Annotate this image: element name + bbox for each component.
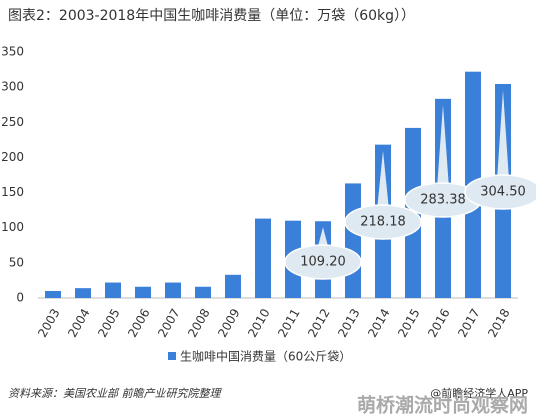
- x-tick-label: 2005: [95, 306, 122, 339]
- bar: [75, 288, 91, 298]
- x-tick-label: 2013: [335, 306, 362, 339]
- x-tick-label: 2009: [215, 306, 242, 339]
- bar: [135, 286, 151, 298]
- x-tick-label: 2012: [305, 306, 332, 339]
- y-tick-label: 0: [16, 291, 24, 305]
- x-tick-label: 2003: [35, 306, 62, 339]
- x-tick-label: 2010: [245, 306, 272, 339]
- y-tick-label: 200: [1, 150, 24, 164]
- x-tick-label: 2017: [455, 306, 482, 339]
- x-tick-label: 2016: [425, 306, 452, 339]
- x-tick-label: 2004: [65, 306, 92, 339]
- x-tick-label: 2007: [155, 306, 182, 339]
- bar: [255, 218, 271, 298]
- y-tick-label: 50: [9, 255, 24, 269]
- chart-title: 图表2：2003-2018年中国生咖啡消费量（单位：万袋（60kg））: [8, 8, 415, 24]
- value-label: 109.20: [300, 255, 346, 270]
- bar: [165, 282, 181, 298]
- bar: [225, 274, 241, 298]
- legend-swatch: [168, 352, 176, 360]
- y-tick-label: 300: [1, 80, 24, 94]
- x-tick-label: 2014: [365, 306, 392, 339]
- callout-tail: [377, 150, 389, 210]
- value-label: 304.50: [480, 185, 526, 200]
- value-label: 218.18: [360, 215, 406, 230]
- bar: [195, 286, 211, 298]
- y-tick-label: 100: [1, 220, 24, 234]
- callout: [284, 244, 362, 280]
- callout: [344, 204, 422, 240]
- legend-label: 生咖啡中国消费量（60公斤袋）: [180, 349, 351, 364]
- watermark: 萌桥潮流时尚观察网: [357, 394, 528, 416]
- x-tick-label: 2006: [125, 306, 152, 339]
- x-tick-label: 2018: [485, 306, 512, 339]
- callout: [464, 174, 536, 210]
- y-tick-label: 350: [1, 45, 24, 59]
- callout-tail: [437, 104, 449, 188]
- callout-tail: [497, 89, 509, 180]
- source: 资料来源：美国农业部 前瞻产业研究院整理: [8, 387, 222, 400]
- y-tick-label: 250: [1, 115, 24, 129]
- y-tick-label: 150: [1, 185, 24, 199]
- credit: @前瞻经济学人APP: [430, 386, 528, 400]
- bar: [45, 290, 61, 298]
- x-tick-label: 2015: [395, 306, 422, 339]
- bar: [105, 282, 121, 298]
- x-tick-label: 2008: [185, 306, 212, 339]
- bar: [345, 183, 361, 298]
- x-tick-label: 2011: [275, 306, 302, 339]
- value-label: 283.38: [420, 193, 466, 208]
